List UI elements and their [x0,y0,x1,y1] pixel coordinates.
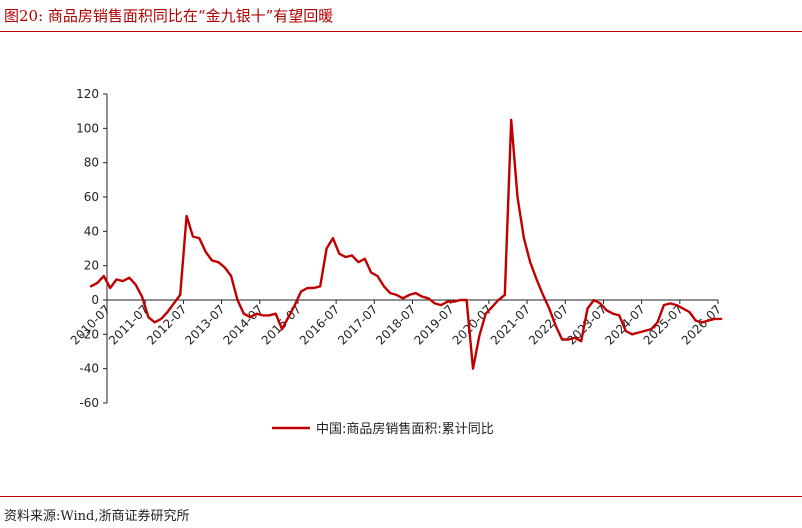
x-tick-label: 2014-07 [221,302,266,347]
x-tick-label: 2016-07 [297,302,342,347]
x-tick-label: 2019-07 [411,302,456,347]
figure-header: 图20: 商品房销售面积同比在“金九银十”有望回暖 [0,0,802,32]
y-tick-label: 20 [84,259,99,273]
x-tick-label: 2013-07 [182,302,227,347]
x-tick-label: 2020-07 [450,302,495,347]
y-tick-label: 40 [84,224,99,238]
x-tick-label: 2017-07 [335,302,380,347]
y-tick-label: 80 [84,156,99,170]
y-tick-label: -20 [79,327,99,341]
x-tick-label: 2021-07 [488,302,533,347]
x-tick-label: 2012-07 [144,302,189,347]
footer-rule [0,496,802,497]
y-tick-label: -40 [79,362,99,376]
source-note: 资料来源:Wind,浙商证券研究所 [4,509,190,524]
y-tick-label: -60 [79,396,99,410]
x-tick-label: 2024-07 [602,302,647,347]
header-rule [0,31,802,32]
figure-title: 图20: 商品房销售面积同比在“金九银十”有望回暖 [4,7,334,25]
y-tick-label: 0 [91,293,99,307]
y-tick-label: 60 [84,190,99,204]
series-line [89,118,723,370]
x-tick-label: 2011-07 [106,302,151,347]
y-tick-label: 100 [76,121,99,135]
legend-label: 中国:商品房销售面积:累计同比 [316,421,494,437]
y-tick-label: 120 [76,87,99,101]
x-tick-label: 2018-07 [373,302,418,347]
